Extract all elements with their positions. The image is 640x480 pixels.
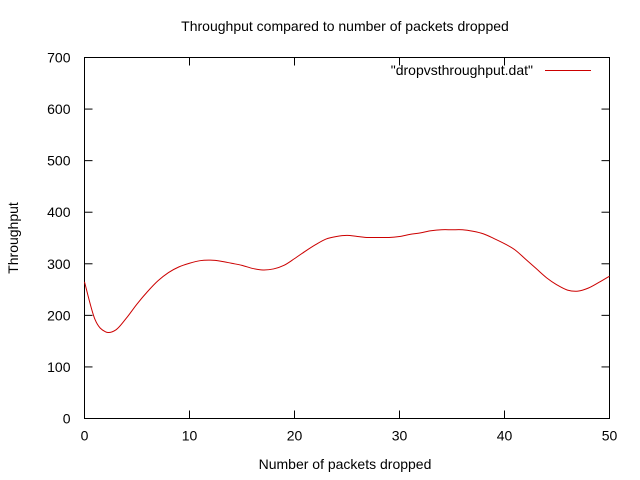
x-tick-label: 30 bbox=[392, 428, 408, 444]
y-axis-label: Throughput bbox=[5, 202, 21, 274]
y-tick-label: 600 bbox=[47, 101, 71, 117]
x-axis-label: Number of packets dropped bbox=[259, 456, 432, 472]
x-tick-label: 10 bbox=[182, 428, 198, 444]
y-tick-label: 200 bbox=[47, 307, 71, 323]
plot-frame bbox=[84, 57, 610, 419]
x-tick-label: 0 bbox=[81, 428, 89, 444]
legend-series-label: "dropvsthroughput.dat" bbox=[391, 62, 533, 78]
y-tick-label: 0 bbox=[63, 411, 71, 427]
y-tick-label: 700 bbox=[47, 50, 71, 66]
x-tick-label: 50 bbox=[602, 428, 618, 444]
chart-title: Throughput compared to number of packets… bbox=[181, 18, 509, 34]
x-tick-label: 40 bbox=[497, 428, 513, 444]
y-tick-label: 400 bbox=[47, 204, 71, 220]
series-layer bbox=[84, 229, 610, 334]
y-tick-label: 100 bbox=[47, 359, 71, 375]
y-tick-label: 500 bbox=[47, 153, 71, 169]
x-axis: 0 10 20 30 40 50 bbox=[81, 57, 618, 444]
y-axis: 0 100 200 300 400 500 600 700 bbox=[47, 50, 610, 427]
legend: "dropvsthroughput.dat" bbox=[391, 62, 591, 78]
y-tick-label: 300 bbox=[47, 256, 71, 272]
series-line bbox=[84, 229, 610, 334]
x-tick-label: 20 bbox=[287, 428, 303, 444]
